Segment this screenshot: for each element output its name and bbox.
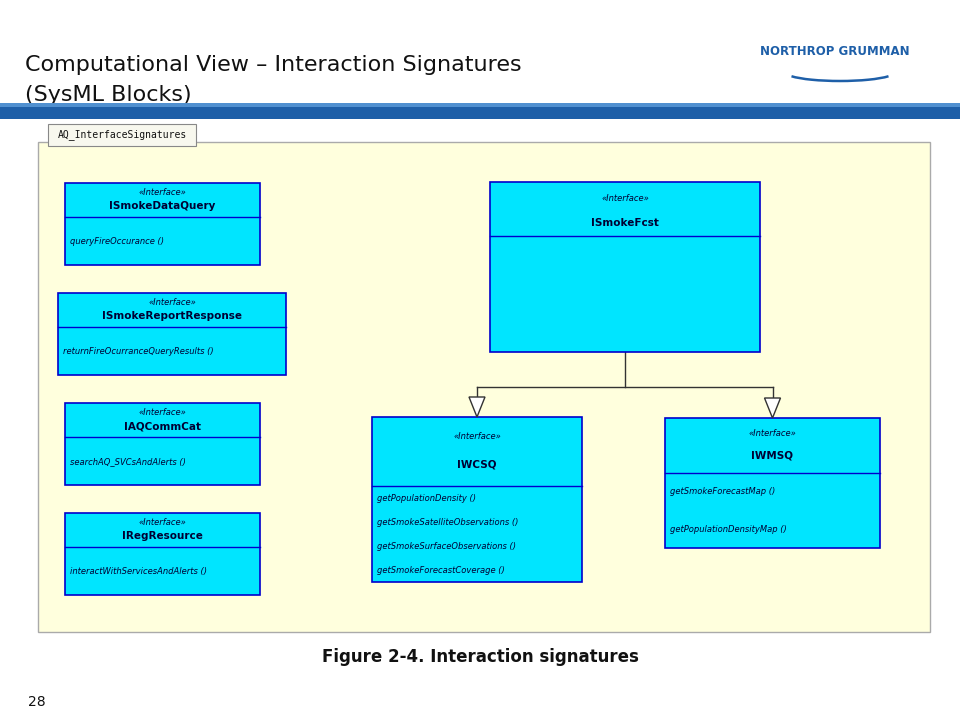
Text: getPopulationDensityMap (): getPopulationDensityMap () bbox=[670, 525, 787, 534]
Text: getPopulationDensity (): getPopulationDensity () bbox=[377, 494, 476, 503]
Text: getSmokeForecastCoverage (): getSmokeForecastCoverage () bbox=[377, 565, 505, 575]
Bar bbox=[490, 182, 760, 352]
Text: interactWithServicesAndAlerts (): interactWithServicesAndAlerts () bbox=[70, 567, 207, 576]
Bar bbox=[372, 417, 582, 582]
Polygon shape bbox=[469, 397, 485, 417]
Text: ISmokeFcst: ISmokeFcst bbox=[591, 217, 659, 228]
Text: NORTHROP GRUMMAN: NORTHROP GRUMMAN bbox=[760, 45, 910, 58]
Text: «Interface»: «Interface» bbox=[138, 408, 186, 417]
Text: IAQCommCat: IAQCommCat bbox=[124, 421, 201, 431]
Text: ISmokeReportResponse: ISmokeReportResponse bbox=[102, 312, 242, 321]
Text: searchAQ_SVCsAndAlerts (): searchAQ_SVCsAndAlerts () bbox=[70, 456, 186, 466]
Text: «Interface»: «Interface» bbox=[749, 429, 797, 438]
Text: ISmokeDataQuery: ISmokeDataQuery bbox=[109, 202, 216, 212]
Bar bbox=[665, 418, 880, 548]
Text: (SysML Blocks): (SysML Blocks) bbox=[25, 85, 192, 105]
Text: AQ_InterfaceSignatures: AQ_InterfaceSignatures bbox=[58, 130, 186, 140]
Text: IWMSQ: IWMSQ bbox=[752, 450, 794, 460]
Text: returnFireOcurranceQueryResults (): returnFireOcurranceQueryResults () bbox=[63, 347, 214, 356]
Text: Computational View – Interaction Signatures: Computational View – Interaction Signatu… bbox=[25, 55, 521, 75]
Bar bbox=[65, 513, 260, 595]
Text: «Interface»: «Interface» bbox=[453, 432, 501, 441]
Text: «Interface»: «Interface» bbox=[138, 188, 186, 197]
Text: queryFireOccurance (): queryFireOccurance () bbox=[70, 237, 164, 246]
Bar bbox=[48, 124, 196, 146]
Text: IWCSQ: IWCSQ bbox=[457, 459, 496, 469]
Text: «Interface»: «Interface» bbox=[148, 298, 196, 307]
Text: 28: 28 bbox=[28, 695, 46, 709]
Bar bbox=[38, 142, 930, 632]
Bar bbox=[58, 293, 286, 375]
Text: getSmokeForecastMap (): getSmokeForecastMap () bbox=[670, 487, 776, 496]
Text: IRegResource: IRegResource bbox=[122, 531, 203, 541]
Text: «Interface»: «Interface» bbox=[138, 518, 186, 527]
Bar bbox=[65, 183, 260, 265]
Text: Figure 2-4. Interaction signatures: Figure 2-4. Interaction signatures bbox=[322, 648, 638, 666]
Text: getSmokeSatelliteObservations (): getSmokeSatelliteObservations () bbox=[377, 518, 518, 527]
Bar bbox=[0, 103, 960, 107]
Text: getSmokeSurfaceObservations (): getSmokeSurfaceObservations () bbox=[377, 541, 516, 551]
Bar bbox=[0, 107, 960, 119]
Bar bbox=[65, 403, 260, 485]
Polygon shape bbox=[764, 398, 780, 418]
Text: «Interface»: «Interface» bbox=[601, 194, 649, 203]
